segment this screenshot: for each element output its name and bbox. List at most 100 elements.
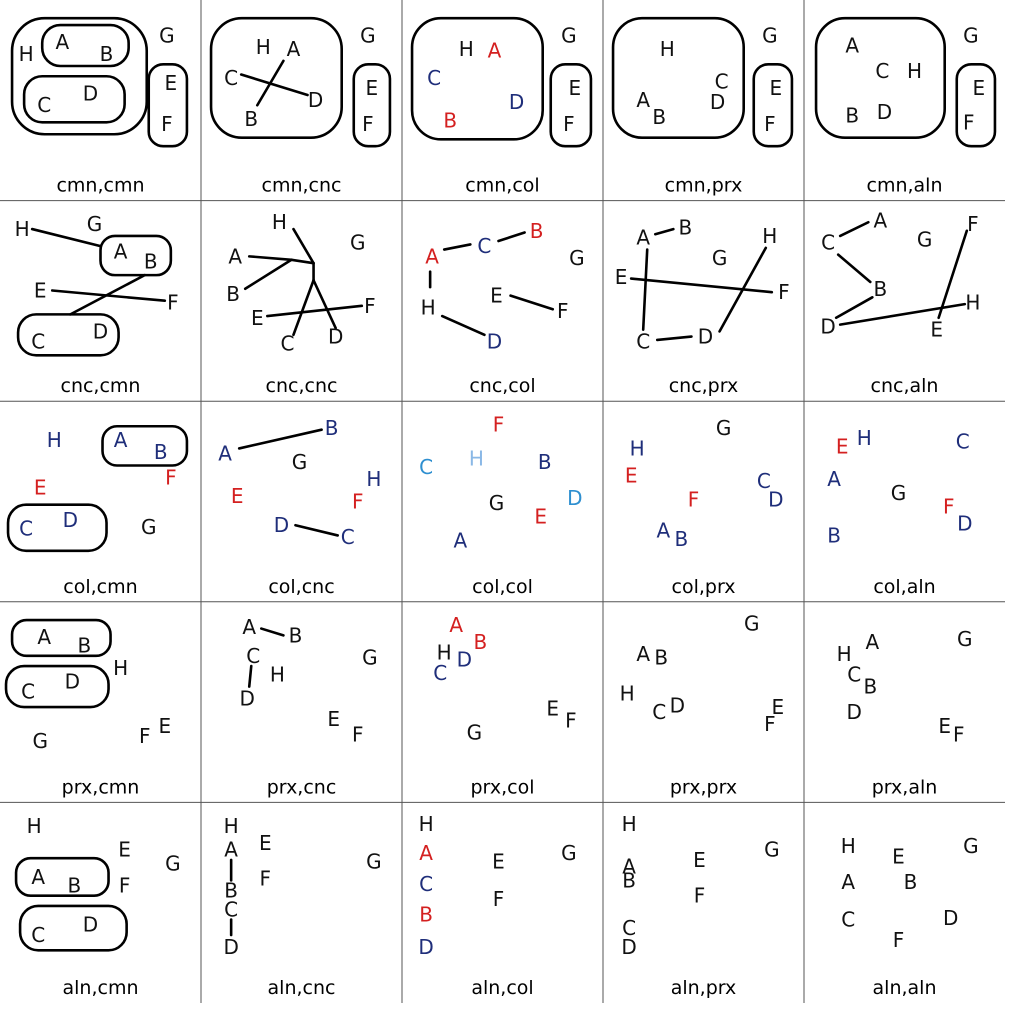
node-letter-h: H	[837, 642, 852, 666]
node-letter-a: A	[636, 88, 650, 112]
node-letter-b: B	[675, 527, 689, 551]
group-box	[209, 16, 343, 139]
node-letter-e: E	[34, 278, 47, 302]
node-letter-a: A	[488, 39, 502, 63]
group-box	[18, 904, 128, 952]
node-letter-e: E	[615, 265, 628, 289]
node-letter-a: A	[874, 209, 888, 233]
node-letter-c: C	[433, 661, 447, 685]
node-letter-h: H	[256, 35, 271, 59]
node-letter-d: D	[418, 935, 433, 959]
node-letter-f: F	[493, 413, 505, 437]
connector-line	[937, 229, 969, 320]
node-letter-c: C	[477, 234, 491, 258]
connector-line	[655, 335, 693, 342]
node-letter-f: F	[764, 112, 776, 136]
node-letter-h: H	[270, 663, 285, 687]
node-letter-c: C	[652, 700, 666, 724]
node-letter-g: G	[165, 851, 181, 875]
node-letter-b: B	[224, 879, 238, 903]
panel-caption: col,cmn	[63, 576, 137, 598]
node-letter-g: G	[87, 212, 103, 236]
node-letter-f: F	[493, 887, 505, 911]
node-letter-h: H	[272, 210, 287, 234]
node-letter-d: D	[820, 314, 835, 338]
node-letter-a: A	[656, 518, 670, 542]
node-letter-f: F	[963, 110, 975, 134]
node-letter-a: A	[827, 467, 841, 491]
connector-line	[259, 627, 285, 637]
node-letter-g: G	[159, 23, 175, 47]
group-box	[4, 664, 110, 709]
node-letter-e: E	[492, 850, 505, 874]
node-letter-b: B	[652, 105, 666, 129]
node-letter-h: H	[421, 296, 436, 320]
node-letter-a: A	[31, 865, 45, 889]
connector-line	[312, 278, 337, 330]
node-letter-f: F	[352, 489, 364, 513]
node-letter-g: G	[362, 646, 378, 670]
connector-line	[440, 314, 486, 337]
node-letter-b: B	[289, 623, 303, 647]
node-letter-f: F	[565, 709, 577, 733]
node-letter-a: A	[242, 615, 256, 639]
node-letter-f: F	[167, 290, 179, 314]
panel-caption: aln,col	[471, 977, 533, 999]
node-letter-a: A	[114, 428, 128, 452]
node-letter-b: B	[78, 634, 92, 658]
node-letter-g: G	[891, 481, 907, 505]
panel-caption: prx,aln	[872, 776, 938, 798]
node-letter-h: H	[419, 812, 434, 836]
node-letter-h: H	[622, 812, 637, 836]
node-letter-f: F	[364, 294, 376, 318]
group-box	[16, 313, 120, 357]
node-letter-d: D	[567, 486, 582, 510]
node-letter-e: E	[892, 844, 905, 868]
node-letter-e: E	[772, 695, 785, 719]
node-letter-a: A	[425, 244, 439, 268]
node-letter-f: F	[953, 722, 965, 746]
connector-line	[266, 304, 364, 318]
node-letter-h: H	[620, 681, 635, 705]
group-box	[40, 23, 130, 68]
node-letter-b: B	[474, 630, 488, 654]
node-letter-e: E	[34, 476, 47, 500]
node-letter-b: B	[654, 646, 668, 670]
node-letter-d: D	[877, 100, 892, 124]
node-letter-h: H	[224, 814, 239, 838]
node-letter-f: F	[893, 928, 905, 952]
node-letter-c: C	[427, 66, 441, 90]
node-letter-d: D	[93, 319, 108, 343]
node-letter-g: G	[350, 231, 366, 255]
node-letter-h: H	[762, 224, 777, 248]
node-letter-b: B	[68, 873, 82, 897]
connector-line	[509, 294, 555, 311]
node-letter-c: C	[875, 59, 889, 83]
node-letter-e: E	[490, 284, 503, 308]
node-letter-h: H	[27, 814, 42, 838]
panel-caption: cnc,aln	[871, 375, 939, 397]
node-letter-a: A	[114, 239, 128, 263]
group-box	[22, 74, 126, 124]
node-letter-e: E	[693, 848, 706, 872]
panel-caption: col,col	[472, 576, 533, 598]
node-letter-g: G	[292, 450, 308, 474]
node-letter-a: A	[636, 642, 650, 666]
node-letter-b: B	[845, 103, 859, 127]
node-letter-h: H	[857, 426, 872, 450]
panel-caption: prx,col	[471, 776, 535, 798]
connector-line	[442, 243, 472, 251]
node-letter-b: B	[530, 219, 544, 243]
connector-line	[294, 523, 339, 537]
node-letter-e: E	[231, 484, 244, 508]
node-letter-a: A	[419, 841, 433, 865]
node-letter-h: H	[469, 447, 484, 471]
